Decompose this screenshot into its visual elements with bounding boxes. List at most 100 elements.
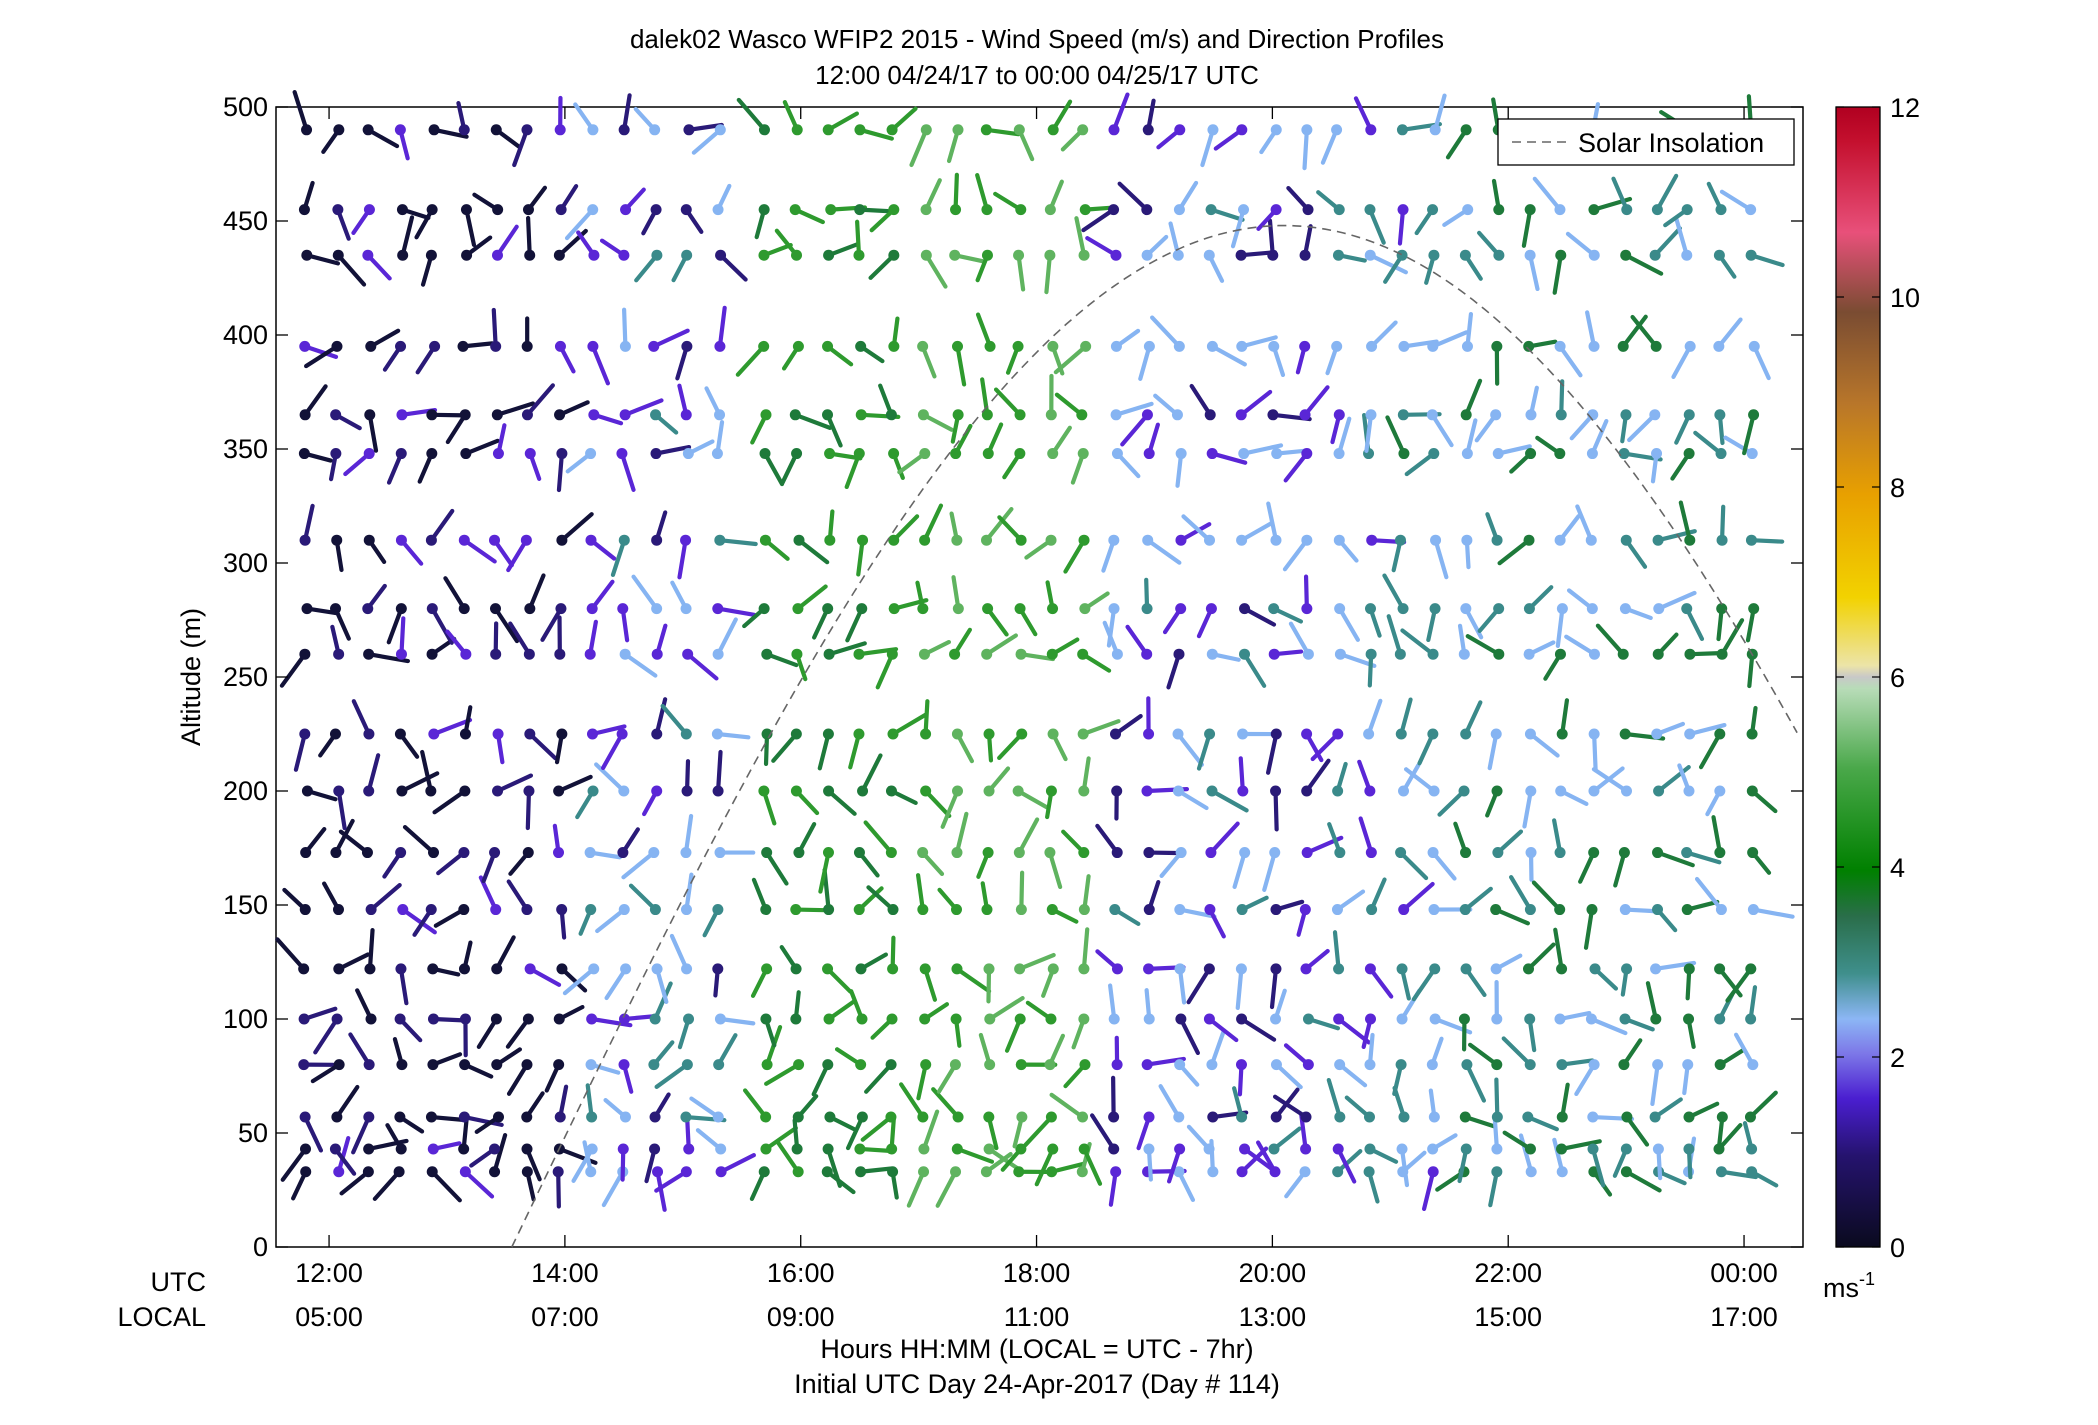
wind-barb-head bbox=[793, 534, 805, 546]
wind-barb-head bbox=[1239, 648, 1251, 660]
wind-barb-head bbox=[396, 204, 408, 216]
wind-barb-head bbox=[585, 534, 597, 546]
wind-barb-head bbox=[887, 963, 899, 975]
wind-barb-head bbox=[396, 785, 408, 797]
wind-barb-head bbox=[1045, 785, 1057, 797]
wind-barb-head bbox=[1587, 1111, 1599, 1123]
wind-barb-head bbox=[789, 409, 801, 421]
wind-barb-tail bbox=[1367, 207, 1386, 245]
wind-barb-tail bbox=[631, 574, 659, 611]
wind-barb-head bbox=[1015, 1059, 1027, 1071]
wind-barb-tail bbox=[622, 307, 628, 349]
wind-barb-head bbox=[331, 1013, 343, 1025]
wind-barb-head bbox=[823, 904, 835, 916]
wind-barb-head bbox=[1458, 785, 1470, 797]
wind-barb-head bbox=[1270, 728, 1282, 740]
wind-barb-head bbox=[584, 847, 596, 859]
wind-barb-head bbox=[712, 1111, 724, 1123]
wind-barb-tail bbox=[556, 774, 593, 794]
wind-barb-tail bbox=[351, 1114, 371, 1155]
wind-barb-head bbox=[760, 1013, 772, 1025]
wind-barb-head bbox=[395, 963, 407, 975]
wind-barb-head bbox=[1394, 648, 1406, 660]
wind-barb-tail bbox=[860, 1114, 894, 1142]
wind-barb-head bbox=[918, 1166, 930, 1178]
colorbar-tick-label: 12 bbox=[1890, 93, 1920, 123]
wind-barb-head bbox=[919, 1013, 931, 1025]
wind-barb-tail bbox=[863, 820, 894, 855]
wind-barb-tail bbox=[1242, 606, 1277, 627]
wind-barb-tail bbox=[463, 438, 500, 456]
y-axis: 0 50 100 150 200 250 300 350 400 450 500 bbox=[223, 92, 1803, 1262]
wind-barb-head bbox=[885, 1111, 897, 1123]
wind-barb-head bbox=[1395, 1059, 1407, 1071]
wind-barb-tail bbox=[1655, 850, 1695, 868]
wind-barb-head bbox=[790, 904, 802, 916]
wind-barb-head bbox=[364, 963, 376, 975]
wind-barb-head bbox=[1014, 1013, 1026, 1025]
wind-barb-head bbox=[1556, 963, 1568, 975]
wind-barb-head bbox=[616, 448, 628, 460]
wind-barb-tail bbox=[685, 652, 719, 681]
wind-barb-tail bbox=[1583, 907, 1595, 950]
wind-barb-tail bbox=[848, 731, 862, 770]
wind-barb-tail bbox=[1166, 652, 1182, 690]
wind-barb-head bbox=[1714, 1013, 1726, 1025]
wind-barb-head bbox=[618, 785, 630, 797]
wind-barb-head bbox=[1525, 847, 1537, 859]
wind-barb-head bbox=[397, 904, 409, 916]
wind-barb-head bbox=[1461, 448, 1473, 460]
wind-barb-head bbox=[458, 534, 470, 546]
wind-barb-head bbox=[1172, 249, 1184, 261]
wind-barb-tail bbox=[1085, 236, 1119, 258]
wind-barb-head bbox=[758, 124, 770, 136]
wind-barb-tail bbox=[845, 1114, 865, 1151]
wind-barb-tail bbox=[735, 344, 766, 377]
wind-barb-head bbox=[1364, 603, 1376, 615]
wind-barb-head bbox=[427, 1013, 439, 1025]
wind-barb-tail bbox=[1044, 253, 1052, 295]
wind-barb-head bbox=[523, 785, 535, 797]
wind-barb-head bbox=[888, 603, 900, 615]
wind-barb-head bbox=[618, 534, 630, 546]
wind-barb-head bbox=[428, 124, 440, 136]
wind-barb-tail bbox=[528, 966, 562, 987]
wind-barb-head bbox=[1554, 448, 1566, 460]
wind-barb-head bbox=[299, 904, 311, 916]
wind-barb-tail bbox=[1693, 430, 1724, 456]
wind-barb-head bbox=[952, 124, 964, 136]
wind-barb-head bbox=[298, 448, 310, 460]
wind-barb-tail bbox=[1210, 344, 1247, 367]
wind-barb-head bbox=[1046, 648, 1058, 660]
wind-barb-head bbox=[1427, 728, 1439, 740]
wind-barb-tail bbox=[1678, 500, 1692, 543]
wind-barb-tail bbox=[1074, 216, 1087, 258]
wind-barb-head bbox=[1747, 847, 1759, 859]
wind-barb-head bbox=[1206, 785, 1218, 797]
wind-barb-tail bbox=[386, 606, 404, 645]
wind-barb-tail bbox=[1181, 514, 1212, 543]
wind-barb-tail bbox=[494, 935, 516, 971]
wind-barb-head bbox=[759, 448, 771, 460]
wind-barb-head bbox=[1460, 963, 1472, 975]
wind-barb-head bbox=[1203, 1013, 1215, 1025]
wind-barb-tail bbox=[1385, 415, 1407, 456]
wind-barb-head bbox=[1203, 249, 1215, 261]
wind-barb-head bbox=[715, 1166, 727, 1178]
wind-barb-head bbox=[984, 340, 996, 352]
wind-barb-head bbox=[1235, 249, 1247, 261]
wind-barb-tail bbox=[1751, 907, 1795, 919]
wind-barb-head bbox=[1586, 603, 1598, 615]
wind-barb-head bbox=[1334, 1111, 1346, 1123]
wind-barb-head bbox=[1492, 448, 1504, 460]
wind-barb-head bbox=[1554, 648, 1566, 660]
wind-barb-head bbox=[1683, 448, 1695, 460]
wind-barb-head bbox=[951, 534, 963, 546]
colorbar-ticks: 0 2 4 6 8 10 12 bbox=[1836, 93, 1920, 1263]
wind-barb-head bbox=[556, 448, 568, 460]
wind-barb-head bbox=[1522, 1111, 1534, 1123]
wind-barb-head bbox=[300, 847, 312, 859]
wind-barb-head bbox=[823, 785, 835, 797]
wind-barb-head bbox=[1461, 340, 1473, 352]
wind-barb-head bbox=[489, 1166, 501, 1178]
